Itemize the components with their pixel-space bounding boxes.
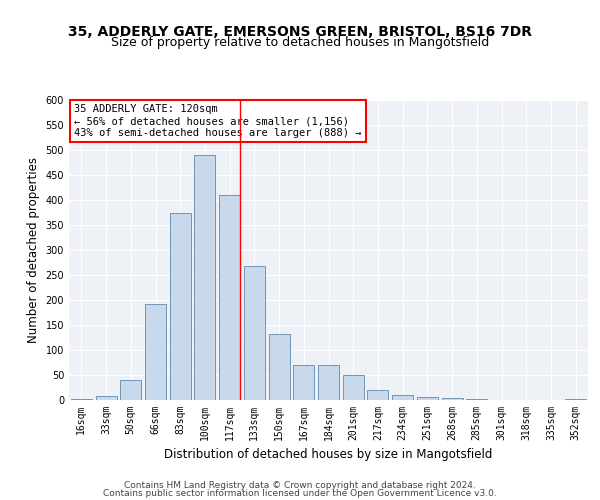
Text: Contains public sector information licensed under the Open Government Licence v3: Contains public sector information licen… [103,489,497,498]
Bar [565,399,586,400]
Y-axis label: Number of detached properties: Number of detached properties [27,157,40,343]
Bar [95,396,116,400]
Text: 35 ADDERLY GATE: 120sqm
← 56% of detached houses are smaller (1,156)
43% of semi: 35 ADDERLY GATE: 120sqm ← 56% of detache… [74,104,362,138]
Bar [219,195,240,400]
Bar [293,365,314,400]
Text: Contains HM Land Registry data © Crown copyright and database right 2024.: Contains HM Land Registry data © Crown c… [124,480,476,490]
Bar [269,334,290,400]
Bar [145,304,166,400]
Bar [442,398,463,400]
X-axis label: Distribution of detached houses by size in Mangotsfield: Distribution of detached houses by size … [164,448,493,462]
Bar [343,375,364,400]
Bar [367,390,388,400]
Bar [417,396,438,400]
Bar [318,365,339,400]
Bar [244,266,265,400]
Text: 35, ADDERLY GATE, EMERSONS GREEN, BRISTOL, BS16 7DR: 35, ADDERLY GATE, EMERSONS GREEN, BRISTO… [68,26,532,40]
Bar [194,155,215,400]
Bar [120,380,141,400]
Bar [392,395,413,400]
Bar [466,398,487,400]
Bar [170,212,191,400]
Text: Size of property relative to detached houses in Mangotsfield: Size of property relative to detached ho… [111,36,489,49]
Bar [71,398,92,400]
